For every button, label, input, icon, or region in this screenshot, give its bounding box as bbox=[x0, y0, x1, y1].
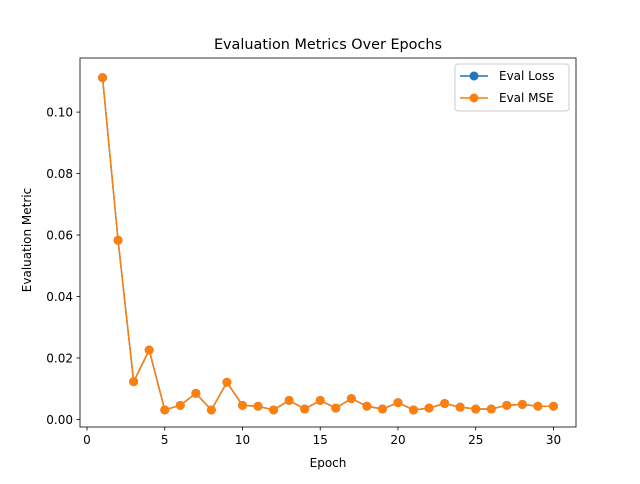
legend: Eval Loss Eval MSE bbox=[454, 63, 570, 112]
legend-marker-eval-loss bbox=[469, 71, 479, 81]
data-point-eval-mse bbox=[160, 405, 170, 415]
x-tick-label: 30 bbox=[546, 433, 561, 447]
data-point-eval-mse bbox=[471, 404, 481, 414]
data-point-eval-mse bbox=[502, 400, 512, 410]
data-point-eval-mse bbox=[175, 400, 185, 410]
data-point-eval-mse bbox=[331, 403, 341, 413]
legend-label-eval-loss: Eval Loss bbox=[499, 69, 555, 83]
y-tick-label: 0.00 bbox=[46, 413, 73, 427]
data-point-eval-mse bbox=[206, 405, 216, 415]
y-tick-label: 0.08 bbox=[46, 167, 73, 181]
data-point-eval-mse bbox=[424, 403, 434, 413]
data-point-eval-mse bbox=[98, 73, 108, 83]
x-axis-label: Epoch bbox=[310, 456, 347, 470]
x-tick-label: 20 bbox=[390, 433, 405, 447]
data-point-eval-mse bbox=[533, 401, 543, 411]
y-tick-label: 0.02 bbox=[46, 351, 73, 365]
data-point-eval-mse bbox=[362, 401, 372, 411]
x-tick-label: 25 bbox=[468, 433, 483, 447]
chart-title: Evaluation Metrics Over Epochs bbox=[214, 37, 442, 53]
data-point-eval-mse bbox=[517, 399, 527, 409]
y-axis-label: Evaluation Metric bbox=[20, 188, 34, 292]
data-point-eval-mse bbox=[144, 345, 154, 355]
legend-label-eval-mse: Eval MSE bbox=[499, 91, 554, 105]
x-tick-label: 15 bbox=[313, 433, 328, 447]
data-point-eval-mse bbox=[440, 398, 450, 408]
data-point-eval-mse bbox=[129, 377, 139, 387]
data-point-eval-mse bbox=[346, 394, 356, 404]
series-layer bbox=[98, 73, 558, 415]
data-point-eval-mse bbox=[191, 388, 201, 398]
y-tick-label: 0.06 bbox=[46, 229, 73, 243]
legend-marker-eval-mse bbox=[469, 93, 479, 103]
data-point-eval-mse bbox=[409, 405, 419, 415]
data-point-eval-mse bbox=[237, 400, 247, 410]
data-point-eval-mse bbox=[284, 395, 294, 405]
data-point-eval-mse bbox=[269, 405, 279, 415]
data-point-eval-mse bbox=[548, 401, 558, 411]
plot-area-frame bbox=[79, 57, 577, 428]
y-tick-label: 0.10 bbox=[46, 106, 73, 120]
data-point-eval-mse bbox=[377, 404, 387, 414]
data-point-eval-mse bbox=[486, 404, 496, 414]
x-axis-ticks: 0 5 10 15 20 25 30 bbox=[83, 427, 561, 447]
data-point-eval-mse bbox=[393, 398, 403, 408]
data-point-eval-mse bbox=[300, 404, 310, 414]
x-tick-label: 10 bbox=[235, 433, 250, 447]
data-point-eval-mse bbox=[253, 401, 263, 411]
y-axis-ticks: 0.00 0.02 0.04 0.06 0.08 0.10 bbox=[46, 106, 80, 427]
data-point-eval-mse bbox=[113, 235, 123, 245]
y-tick-label: 0.04 bbox=[46, 290, 73, 304]
data-point-eval-mse bbox=[222, 377, 232, 387]
data-point-eval-mse bbox=[315, 395, 325, 405]
legend-entry-eval-loss: Eval Loss bbox=[460, 69, 555, 83]
x-tick-label: 0 bbox=[83, 433, 91, 447]
legend-entry-eval-mse: Eval MSE bbox=[460, 91, 554, 105]
data-point-eval-mse bbox=[455, 402, 465, 412]
x-tick-label: 5 bbox=[161, 433, 169, 447]
